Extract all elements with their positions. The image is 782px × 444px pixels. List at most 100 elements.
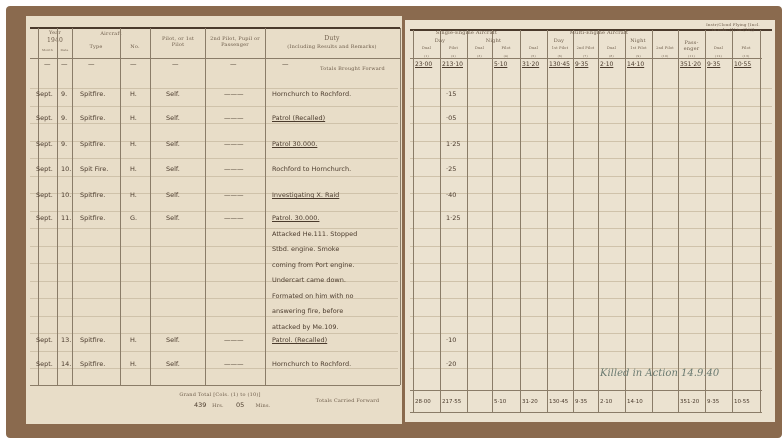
duty-line: attacked by Me.109. bbox=[272, 322, 339, 331]
total-value: 2·10 bbox=[600, 399, 613, 405]
aircraft-type: Spitfire. bbox=[80, 114, 106, 122]
hrs-label: Hrs. bbox=[212, 403, 224, 409]
duty-line: coming from Port engine. bbox=[272, 260, 355, 269]
month: Sept. bbox=[36, 214, 53, 222]
aircraft-type: Spitfire. bbox=[80, 336, 106, 344]
ruled-line bbox=[30, 263, 398, 264]
ruled-line bbox=[410, 210, 772, 212]
flight-time: ·15 bbox=[446, 90, 457, 98]
se-day-label: Day bbox=[434, 38, 446, 44]
pilot: Self. bbox=[166, 360, 180, 368]
aircraft-type: Spit Fire. bbox=[80, 165, 109, 173]
subheader-pilot: Pilot bbox=[501, 46, 511, 50]
year-label: Year bbox=[49, 30, 61, 36]
aircraft-no: H. bbox=[130, 360, 137, 368]
column-rule bbox=[492, 30, 493, 412]
subheader-second-pilot: 2nd Pilot bbox=[656, 46, 674, 50]
day: 9. bbox=[61, 114, 68, 122]
flight-time: 1·25 bbox=[446, 140, 461, 148]
total-value: 9·35 bbox=[707, 61, 721, 68]
ruled-line bbox=[410, 123, 772, 124]
ruled-line bbox=[30, 333, 398, 334]
year-value: 1940 bbox=[46, 37, 64, 44]
column-rule bbox=[400, 28, 401, 385]
dash: — bbox=[61, 60, 68, 68]
month: Sept. bbox=[36, 336, 53, 344]
second-pilot-label: 2nd Pilot, Pupil or Passenger bbox=[210, 36, 260, 48]
duty-line: Hornchurch to Rochford. bbox=[272, 360, 352, 368]
column-rule bbox=[38, 28, 39, 385]
ruled-line bbox=[410, 280, 772, 282]
column-number: (12) bbox=[715, 54, 722, 58]
day: 11. bbox=[61, 214, 72, 222]
ruled-line bbox=[30, 158, 398, 159]
total-value: 213·10 bbox=[442, 61, 463, 68]
total-value: 351·20 bbox=[680, 399, 700, 405]
duty-line: Patrol (Recalled) bbox=[272, 114, 326, 122]
ruled-line bbox=[410, 245, 772, 247]
dash: — bbox=[172, 60, 179, 68]
column-rule bbox=[72, 28, 73, 385]
second-pilot: ——— bbox=[224, 165, 244, 173]
ruled-line bbox=[30, 368, 398, 369]
total-value: 9·35 bbox=[707, 399, 720, 405]
month: Sept. bbox=[36, 114, 53, 122]
ruled-line bbox=[410, 263, 772, 264]
passenger-label: Pass-enger bbox=[683, 40, 700, 52]
pilot: Self. bbox=[166, 336, 180, 344]
aircraft-type: Spitfire. bbox=[80, 360, 106, 368]
total-value: 9·35 bbox=[575, 399, 588, 405]
pilot: Self. bbox=[166, 191, 180, 199]
second-pilot: ——— bbox=[224, 360, 244, 368]
subheader-dual: Dual bbox=[421, 46, 432, 50]
ruled-line bbox=[410, 105, 772, 107]
flight-time: ·25 bbox=[446, 165, 457, 173]
total-value: 5·10 bbox=[494, 61, 508, 68]
column-number: (11) bbox=[688, 54, 695, 58]
subheader-dual: Dual bbox=[606, 46, 617, 50]
ruled-line bbox=[410, 298, 772, 299]
me-night-label: Night bbox=[630, 38, 646, 44]
aircraft-no: H. bbox=[130, 114, 137, 122]
column-rule bbox=[573, 30, 574, 412]
dash: — bbox=[130, 60, 137, 68]
duty-line: Undercart came down. bbox=[272, 276, 346, 284]
subheader-first-pilot: 1st Pilot bbox=[630, 46, 647, 50]
column-number: (7) bbox=[583, 54, 588, 58]
ruled-line bbox=[410, 315, 772, 317]
killed-in-action-note: Killed in Action 14.9.40 bbox=[600, 368, 720, 379]
day: 10. bbox=[61, 191, 72, 199]
ruled-line bbox=[410, 368, 772, 369]
total-value: 31·20 bbox=[522, 61, 540, 68]
divider bbox=[30, 385, 400, 386]
subheader-dual: Dual bbox=[713, 46, 724, 50]
second-pilot: ——— bbox=[224, 140, 244, 148]
aircraft-no: H. bbox=[130, 90, 137, 98]
duty-line: Rochford to Hornchurch. bbox=[272, 165, 352, 173]
column-rule bbox=[705, 30, 706, 412]
aircraft-type: Spitfire. bbox=[80, 90, 106, 98]
flight-time: 1·25 bbox=[446, 214, 461, 222]
pilot: Self. bbox=[166, 90, 180, 98]
column-rule bbox=[547, 30, 548, 412]
ruled-line bbox=[30, 175, 398, 177]
divider bbox=[410, 390, 762, 391]
total-value: 10·55 bbox=[734, 399, 750, 405]
ruled-line bbox=[30, 228, 398, 229]
flight-time: ·10 bbox=[446, 336, 457, 344]
subheader-first-pilot: 1st Pilot bbox=[551, 46, 569, 50]
flight-time: ·20 bbox=[446, 360, 457, 368]
divider bbox=[410, 58, 762, 59]
column-rule bbox=[413, 30, 414, 412]
aircraft-no: H. bbox=[130, 140, 137, 148]
instrument-label: Instr/Cloud Flying [Incl. in cols. (1) t… bbox=[706, 22, 760, 32]
divider bbox=[30, 27, 400, 29]
subheader-pilot: Pilot bbox=[741, 46, 751, 50]
total-value: 28·00 bbox=[415, 399, 431, 405]
carried-forward-label: Totals Carried Forward bbox=[315, 398, 380, 404]
column-rule bbox=[120, 28, 121, 385]
total-value: 2·10 bbox=[600, 61, 614, 68]
column-number: (1) bbox=[424, 54, 429, 58]
subheader-pilot: Pilot bbox=[448, 46, 459, 50]
se-night-label: Night bbox=[485, 38, 502, 44]
